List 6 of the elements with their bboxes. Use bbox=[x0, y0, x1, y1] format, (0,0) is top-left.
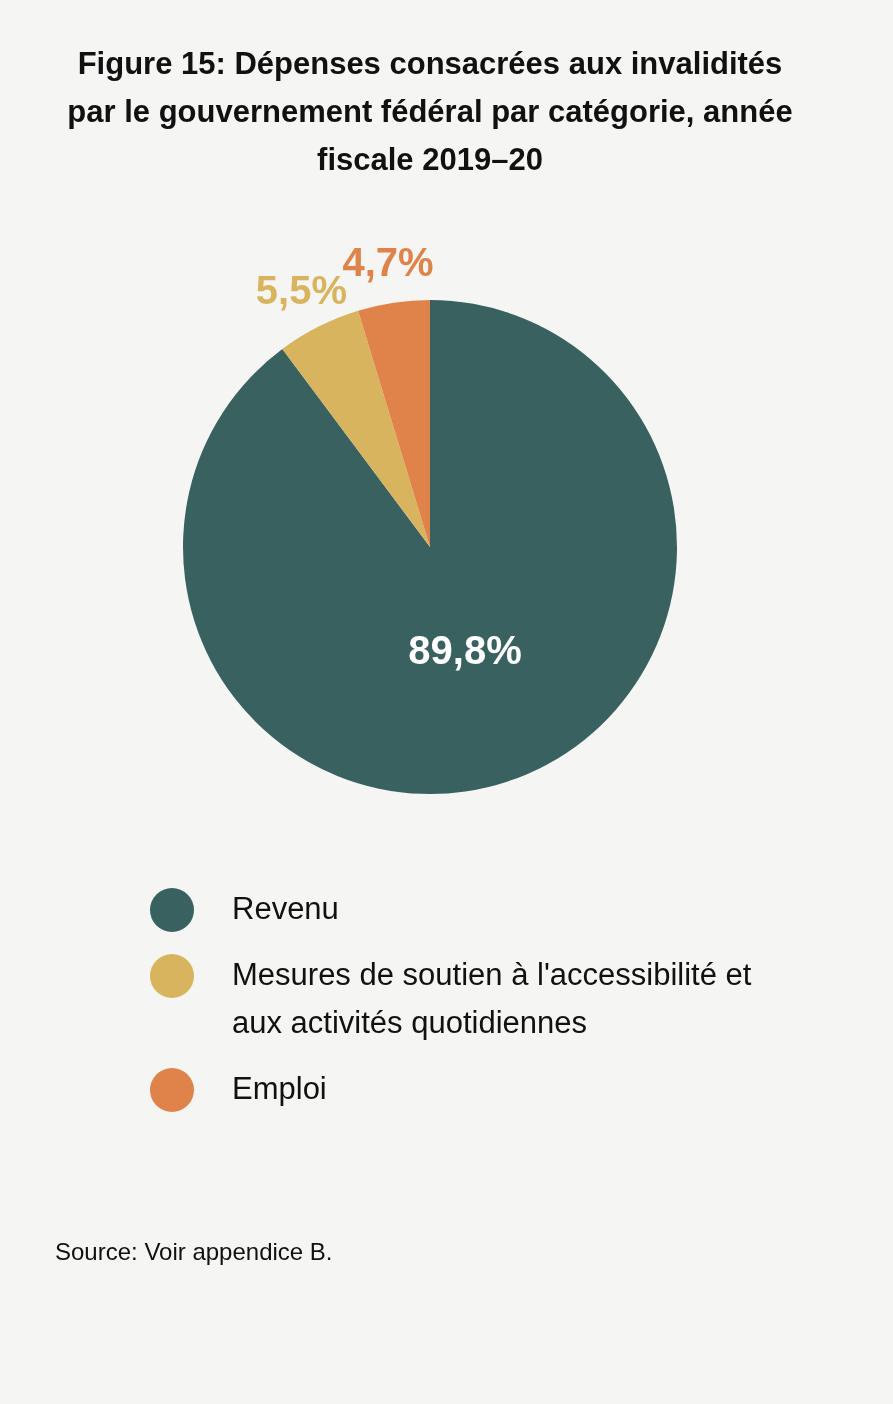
legend-label: Revenu bbox=[232, 890, 340, 928]
source-note: Source: Voir appendice B. bbox=[55, 1237, 334, 1267]
chart-title: Figure 15: Dépenses consacrées aux invalidités par le gouvernement fédéral par catégorie, année fiscale 2019–20 bbox=[66, 45, 794, 179]
legend-label: Emploi bbox=[232, 1070, 328, 1108]
legend-label: Mesures de soutien à l'accessibilité et aux activités quotidiennes bbox=[232, 956, 752, 1042]
data-label: 89,8% bbox=[408, 627, 522, 672]
